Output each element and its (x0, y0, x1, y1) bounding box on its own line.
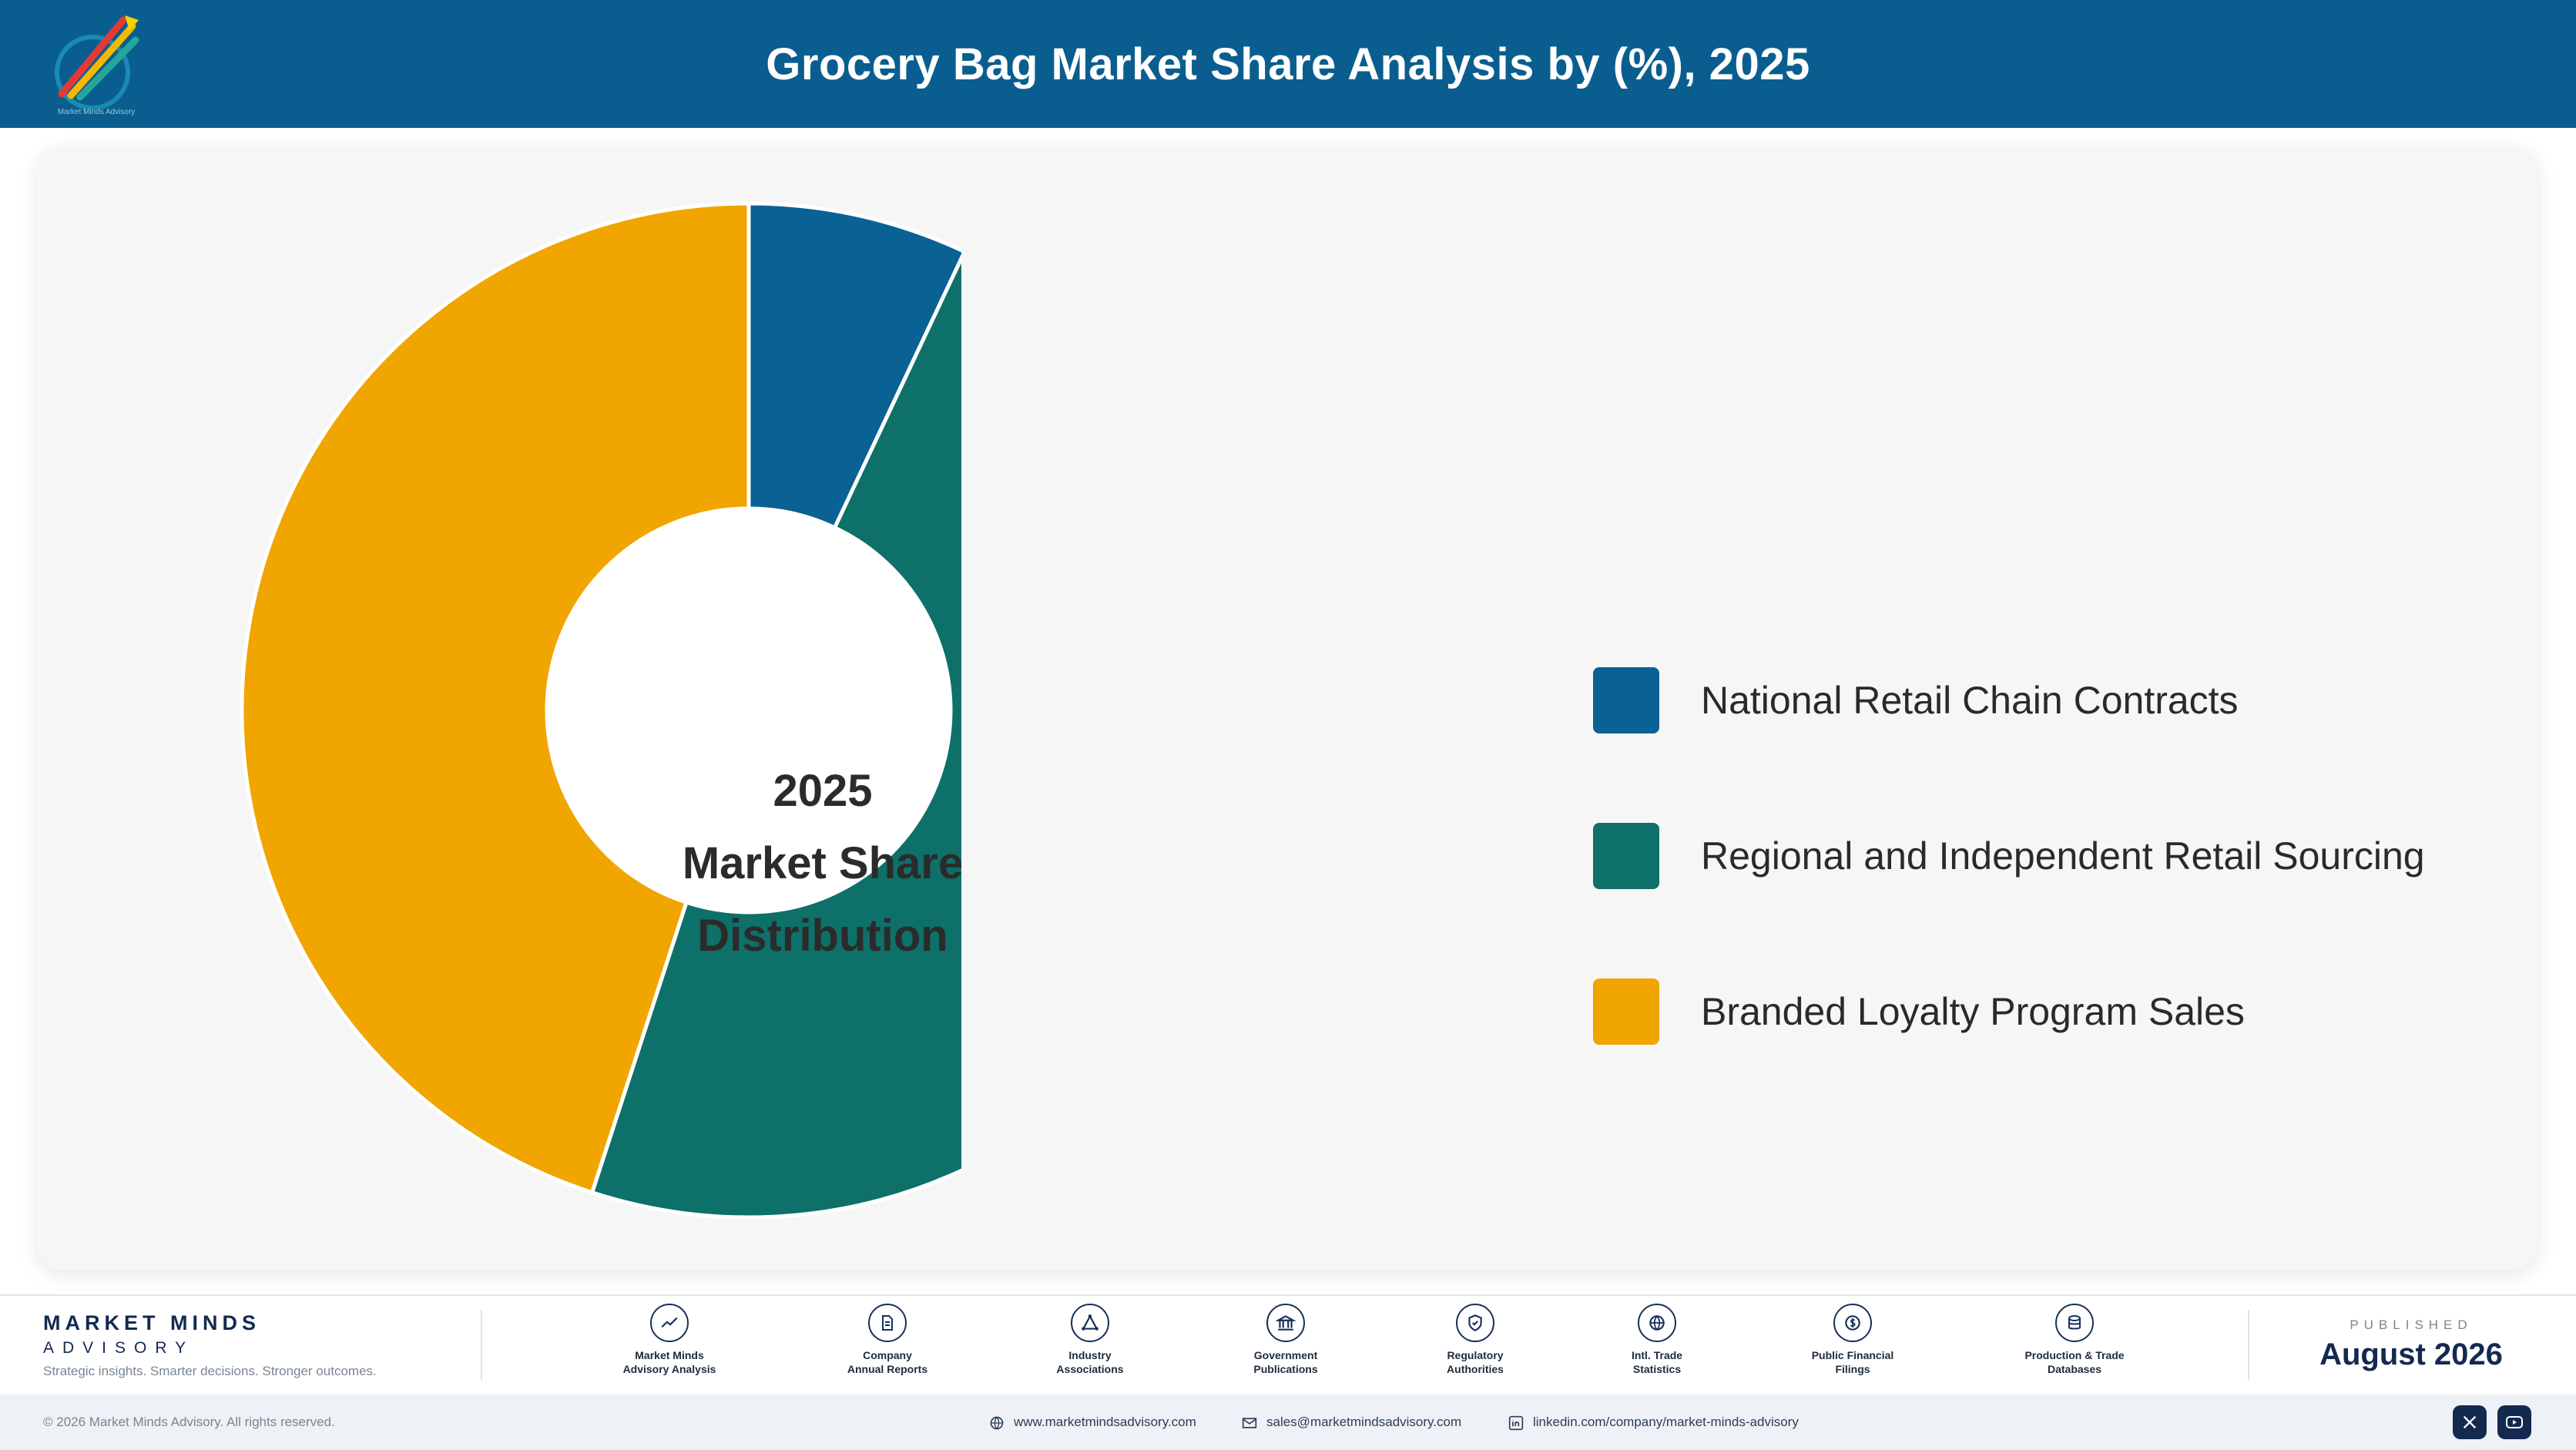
source-label: Company Annual Reports (847, 1349, 928, 1375)
source-label: Production & Trade Databases (2024, 1349, 2125, 1375)
header-bar: Market Minds Advisory Grocery Bag Market… (0, 0, 2576, 128)
source-trade-databases[interactable]: Production & Trade Databases (1986, 1304, 2163, 1376)
source-label: Public Financial Filings (1811, 1349, 1894, 1375)
x-logo-icon (2463, 1415, 2477, 1429)
email-text: sales@marketmindsadvisory.com (1266, 1415, 1462, 1429)
email-link[interactable]: sales@marketmindsadvisory.com (1242, 1395, 1461, 1450)
source-label: Industry Associations (1056, 1349, 1124, 1375)
donut-chart (240, 201, 961, 1220)
chart-card: 2025 Market Share Distribution National … (37, 146, 2537, 1270)
company-logo[interactable]: Market Minds Advisory (39, 9, 154, 122)
center-label-year: 2025 (773, 766, 873, 816)
x-social-button[interactable] (2453, 1405, 2487, 1439)
center-label-line3: Distribution (697, 911, 948, 961)
linkedin-icon (1508, 1415, 1524, 1430)
source-label: Intl. Trade Statistics (1631, 1349, 1683, 1375)
legend-swatch (1593, 978, 1659, 1045)
published-label: PUBLISHED (2350, 1317, 2473, 1332)
mail-icon (1242, 1417, 1257, 1428)
legend-swatch (1593, 823, 1659, 889)
globe-icon (990, 1416, 1004, 1429)
brand-tagline: Strategic insights. Smarter decisions. S… (43, 1364, 377, 1378)
published-date: August 2026 (2319, 1338, 2503, 1371)
center-label-line2: Market Share (682, 838, 964, 888)
brand-name: MARKET MINDS (43, 1311, 260, 1334)
logo-caption: Market Minds Advisory (57, 108, 136, 116)
page-title: Grocery Bag Market Share Analysis by (%)… (766, 39, 1810, 89)
website-link[interactable]: www.marketmindsadvisory.com (989, 1395, 1196, 1450)
legend-swatch (1593, 667, 1659, 733)
source-regulatory-authorities[interactable]: Regulatory Authorities (1387, 1304, 1564, 1376)
source-label: Market Minds Advisory Analysis (622, 1349, 716, 1375)
linkedin-text: linkedin.com/company/market-minds-adviso… (1533, 1415, 1799, 1429)
document-icon (868, 1304, 907, 1342)
footer-sources-bar: MARKET MINDS ADVISORY Strategic insights… (0, 1294, 2576, 1395)
source-industry-associations[interactable]: Industry Associations (1001, 1304, 1179, 1376)
donut-center-label: 2025 Market Share Distribution (669, 755, 977, 972)
source-market-minds[interactable]: Market Minds Advisory Analysis (581, 1304, 758, 1376)
divider (481, 1310, 482, 1381)
logo-emblem-icon (55, 15, 139, 110)
dollar-coin-icon (1833, 1304, 1872, 1342)
divider (2248, 1310, 2249, 1381)
website-text: www.marketmindsadvisory.com (1014, 1415, 1196, 1429)
source-government-publications[interactable]: Government Publications (1197, 1304, 1374, 1376)
linkedin-link[interactable]: linkedin.com/company/market-minds-adviso… (1508, 1395, 1799, 1450)
source-company-reports[interactable]: Company Annual Reports (799, 1304, 976, 1376)
network-icon (1071, 1304, 1109, 1342)
legend-label: National Retail Chain Contracts (1701, 679, 2239, 722)
globe-icon (1638, 1304, 1676, 1342)
source-public-filings[interactable]: Public Financial Filings (1764, 1304, 1941, 1376)
database-icon (2055, 1304, 2094, 1342)
source-label: Government Publications (1253, 1349, 1318, 1375)
legend-label: Branded Loyalty Program Sales (1701, 990, 2245, 1033)
footer-contact-bar: © 2026 Market Minds Advisory. All rights… (0, 1395, 2576, 1450)
copyright-text: © 2026 Market Minds Advisory. All rights… (43, 1415, 335, 1429)
youtube-icon (2506, 1416, 2523, 1428)
youtube-social-button[interactable] (2497, 1405, 2531, 1439)
shield-check-icon (1456, 1304, 1494, 1342)
government-building-icon (1266, 1304, 1305, 1342)
trend-line-icon (650, 1304, 689, 1342)
legend-label: Regional and Independent Retail Sourcing (1701, 834, 2425, 878)
source-label: Regulatory Authorities (1447, 1349, 1504, 1375)
source-trade-statistics[interactable]: Intl. Trade Statistics (1568, 1304, 1746, 1376)
brand-subtitle: ADVISORY (43, 1339, 195, 1357)
donut-hole (547, 509, 951, 912)
